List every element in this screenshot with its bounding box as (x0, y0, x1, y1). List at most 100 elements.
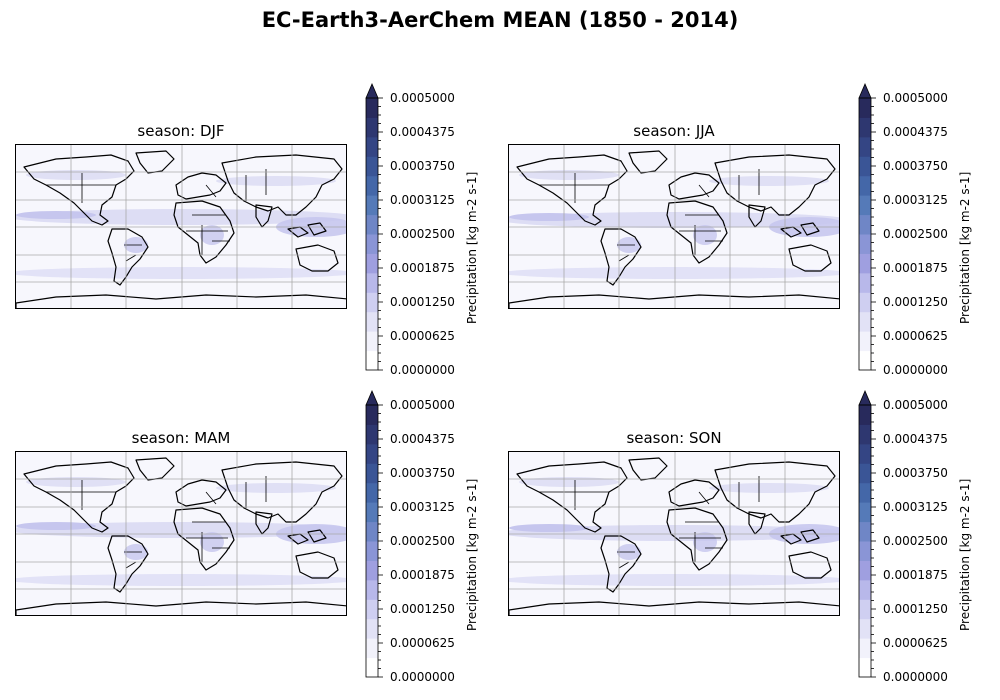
colorbar-jja: 0.0000000 0.0000625 0.0001250 0.0001875 0.00… (858, 82, 972, 376)
map (508, 451, 840, 616)
colorbar-segment (366, 482, 378, 503)
colorbar-label: Precipitation [kg m-2 s-1] (465, 478, 479, 631)
world-map (16, 452, 346, 615)
colorbar-gradient (365, 82, 383, 371)
colorbar-segment (859, 599, 871, 620)
colorbar-segment (859, 156, 871, 177)
country-borders (539, 169, 760, 262)
colorbar-segment (859, 579, 871, 600)
colorbar-segment (366, 502, 378, 523)
colorbar-tick-label: 0.0000625 (390, 329, 455, 343)
colorbar-tick-label: 0.0001250 (883, 602, 948, 616)
colorbar-segment (366, 350, 378, 371)
colorbar-segment (366, 638, 378, 659)
colorbar-segment (366, 599, 378, 620)
colorbar-tick-label: 0.0001875 (883, 261, 948, 275)
colorbar-tick-label: 0.0001875 (883, 568, 948, 582)
colorbar-segment (859, 136, 871, 157)
colorbar-tick-label: 0.0003125 (883, 193, 948, 207)
colorbar-extend-arrow (858, 389, 872, 406)
colorbar-segment (859, 618, 871, 639)
colorbar-segment (366, 521, 378, 542)
colorbar-segment (859, 405, 871, 425)
colorbar-segment (859, 195, 871, 216)
panel-title: season: DJF (137, 122, 225, 140)
colorbar-segment (859, 521, 871, 542)
colorbar-segment (859, 657, 871, 678)
colorbar-tick-label: 0.0003750 (390, 466, 455, 480)
colorbar-tick-label: 0.0001250 (883, 295, 948, 309)
colorbar-tick-label: 0.0005000 (883, 398, 948, 412)
colorbar-tick-label: 0.0003750 (883, 466, 948, 480)
colorbar-segment (366, 175, 378, 196)
colorbar-son: 0.0000000 0.0000625 0.0001250 0.0001875 0.00… (858, 389, 972, 684)
colorbar-segment (366, 424, 378, 445)
colorbar-segment (366, 214, 378, 235)
colorbar-tick-label: 0.0000000 (883, 670, 948, 684)
colorbar-segment (859, 234, 871, 254)
colorbar-tick-label: 0.0005000 (390, 398, 455, 412)
colorbar-label: Precipitation [kg m-2 s-1] (958, 171, 972, 324)
colorbar-tick-label: 0.0003125 (390, 500, 455, 514)
colorbar-segment (859, 502, 871, 523)
colorbar-segment (859, 443, 871, 464)
colorbar-segment (859, 541, 871, 561)
colorbar-tick-label: 0.0000000 (390, 363, 455, 377)
colorbar-segment (859, 463, 871, 484)
colorbar-segment (859, 272, 871, 293)
colorbar-segment (859, 117, 871, 138)
precip-field (509, 477, 839, 586)
colorbar-tick-label: 0.0002500 (883, 227, 948, 241)
colorbar-segment (859, 424, 871, 445)
colorbar-tick-label: 0.0002500 (390, 534, 455, 548)
colorbar-tick-label: 0.0000625 (390, 636, 455, 650)
colorbar-segment (366, 579, 378, 600)
colorbar-tick-label: 0.0000000 (390, 670, 455, 684)
colorbar-tick-label: 0.0003750 (883, 159, 948, 173)
colorbar-segment (366, 560, 378, 581)
colorbar-segment (859, 214, 871, 235)
colorbar-segment (859, 482, 871, 503)
colorbar-segment (366, 541, 378, 561)
figure-title: EC-Earth3-AerChem MEAN (1850 - 2014) (261, 8, 739, 32)
colorbar-tick-label: 0.0005000 (390, 91, 455, 105)
colorbar-djf: 0.0000000 0.0000625 0.0001250 0.0001875 0.00… (365, 82, 479, 377)
colorbar-tick-label: 0.0002500 (390, 227, 455, 241)
colorbar-segment (859, 638, 871, 659)
colorbar-segment (366, 117, 378, 138)
colorbar-mam: 0.0000000 0.0000625 0.0001250 0.0001875 0.00… (365, 389, 479, 684)
colorbar-label: Precipitation [kg m-2 s-1] (465, 171, 479, 324)
colorbar-tick-label: 0.0001875 (390, 568, 455, 582)
colorbar-tick-label: 0.0000625 (883, 636, 948, 650)
country-borders (46, 169, 267, 262)
colorbar-segment (859, 560, 871, 581)
gridlines (509, 145, 839, 308)
colorbar-segment (859, 175, 871, 196)
world-map (509, 452, 839, 615)
colorbar-tick-label: 0.0004375 (883, 125, 948, 139)
colorbar-tick-label: 0.0001250 (390, 295, 455, 309)
colorbar-gradient (858, 389, 876, 678)
panel-title: season: JJA (633, 122, 715, 140)
world-map (509, 145, 839, 308)
colorbar-tick-label: 0.0004375 (883, 432, 948, 446)
colorbar-tick-label: 0.0004375 (390, 125, 455, 139)
colorbar-tick-label: 0.0005000 (883, 91, 948, 105)
colorbar-segment (859, 350, 871, 371)
colorbar-tick-label: 0.0002500 (883, 534, 948, 548)
colorbar-segment (366, 618, 378, 639)
colorbar-tick-label: 0.0003750 (390, 159, 455, 173)
colorbar-gradient (365, 389, 383, 678)
colorbar-segment (366, 195, 378, 216)
colorbar-tick-label: 0.0001875 (390, 261, 455, 275)
colorbar-segment (366, 272, 378, 293)
country-borders (539, 476, 760, 569)
colorbar-segment (366, 98, 378, 118)
world-map (16, 145, 346, 308)
colorbar-extend-arrow (365, 82, 379, 99)
map (15, 451, 347, 616)
colorbar-segment (366, 253, 378, 274)
panel-title: season: MAM (131, 429, 231, 447)
gridlines (16, 452, 346, 615)
colorbar-segment (366, 463, 378, 484)
